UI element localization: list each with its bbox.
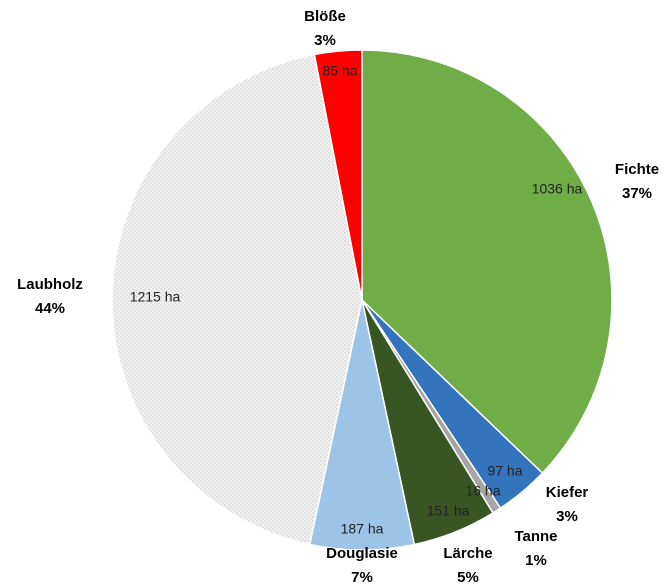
- slice-value-label: 1036 ha: [532, 181, 583, 197]
- slice-value-label: 1215 ha: [130, 289, 181, 305]
- pie-slice: [361, 49, 613, 475]
- slice-value-label: 187 ha: [341, 521, 384, 537]
- slice-category-label: Laubholz: [17, 276, 83, 293]
- slice-category-label: Tanne: [514, 528, 557, 545]
- slice-category-label: Lärche: [443, 545, 492, 562]
- slice-percent-label: 37%: [622, 185, 652, 202]
- slice-percent-label: 3%: [314, 32, 336, 49]
- slice-value-label: 97 ha: [487, 463, 522, 479]
- slice-percent-label: 7%: [351, 569, 373, 586]
- slice-percent-label: 1%: [525, 552, 547, 569]
- slice-value-label: 151 ha: [427, 503, 470, 519]
- slice-category-label: Kiefer: [546, 484, 589, 501]
- slice-percent-label: 5%: [457, 569, 479, 586]
- pie-slice: [313, 49, 363, 301]
- slice-value-label: 16 ha: [465, 483, 500, 499]
- pie-slice: [111, 53, 363, 546]
- slice-percent-label: 3%: [556, 508, 578, 525]
- slice-percent-label: 44%: [35, 300, 65, 317]
- slice-category-label: Fichte: [615, 161, 659, 178]
- slice-category-label: Blöße: [304, 8, 346, 25]
- slice-category-label: Douglasie: [326, 545, 398, 562]
- slice-value-label: 85 ha: [322, 63, 357, 79]
